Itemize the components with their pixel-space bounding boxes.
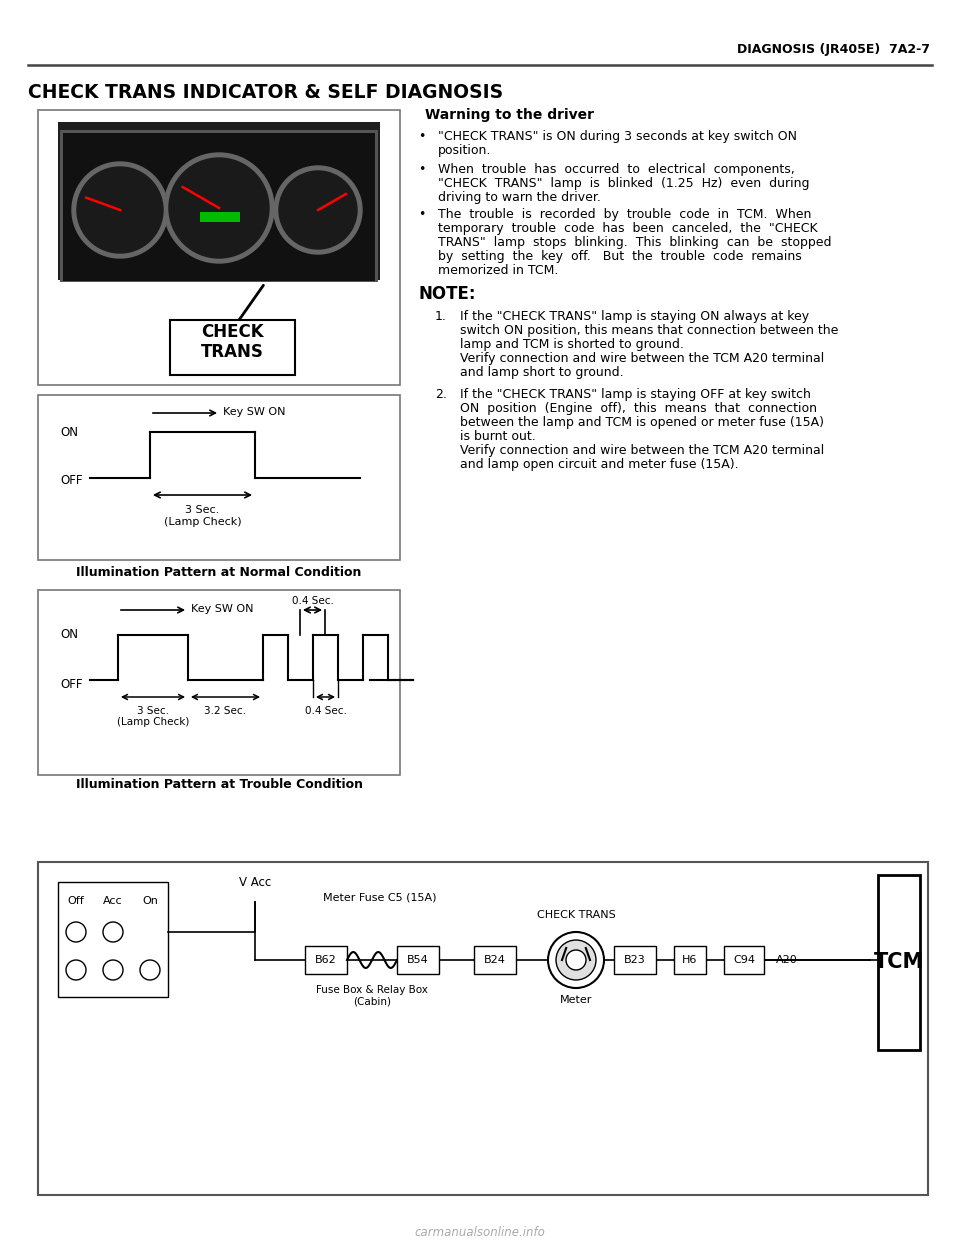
Text: between the lamp and TCM is opened or meter fuse (15A): between the lamp and TCM is opened or me… [460, 416, 824, 428]
Bar [200, 212, 240, 222]
Text: •: • [418, 207, 425, 221]
Text: switch ON position, this means that connection between the: switch ON position, this means that conn… [460, 324, 838, 337]
Bar [724, 946, 764, 974]
Circle shape [103, 960, 123, 980]
Text: CHECK
TRANS: CHECK TRANS [201, 323, 263, 361]
Bar [58, 122, 380, 279]
Text: TCM: TCM [874, 953, 924, 972]
Text: Key SW ON: Key SW ON [191, 604, 253, 614]
Bar [474, 946, 516, 974]
Text: lamp and TCM is shorted to ground.: lamp and TCM is shorted to ground. [460, 338, 684, 351]
Text: 3 Sec.: 3 Sec. [137, 705, 169, 715]
Text: Off: Off [67, 895, 84, 905]
Text: "CHECK TRANS" is ON during 3 seconds at key switch ON: "CHECK TRANS" is ON during 3 seconds at … [438, 130, 797, 143]
Bar [305, 946, 347, 974]
Text: OFF: OFF [60, 678, 83, 692]
Text: •: • [418, 163, 425, 176]
Circle shape [279, 171, 357, 248]
Text: CHECK TRANS INDICATOR & SELF DIAGNOSIS: CHECK TRANS INDICATOR & SELF DIAGNOSIS [28, 82, 503, 102]
Text: OFF: OFF [60, 473, 83, 487]
Bar [674, 946, 706, 974]
Text: If the "CHECK TRANS" lamp is staying ON always at key: If the "CHECK TRANS" lamp is staying ON … [460, 310, 809, 323]
Text: 0.4 Sec.: 0.4 Sec. [304, 705, 347, 715]
Text: temporary  trouble  code  has  been  canceled,  the  "CHECK: temporary trouble code has been canceled… [438, 222, 818, 235]
Text: If the "CHECK TRANS" lamp is staying OFF at key switch: If the "CHECK TRANS" lamp is staying OFF… [460, 388, 811, 401]
Text: by  setting  the  key  off.   But  the  trouble  code  remains: by setting the key off. But the trouble … [438, 250, 802, 263]
Text: position.: position. [438, 144, 492, 156]
Bar [60, 130, 378, 282]
Circle shape [566, 950, 586, 970]
Bar [38, 862, 928, 1195]
Bar [38, 111, 400, 385]
Text: •: • [418, 130, 425, 143]
Bar [38, 395, 400, 560]
Bar [397, 946, 439, 974]
Text: A20: A20 [776, 955, 798, 965]
Text: V Acc: V Acc [239, 876, 271, 889]
Bar [58, 882, 168, 997]
Text: The  trouble  is  recorded  by  trouble  code  in  TCM.  When: The trouble is recorded by trouble code … [438, 207, 811, 221]
Text: TRANS"  lamp  stops  blinking.  This  blinking  can  be  stopped: TRANS" lamp stops blinking. This blinkin… [438, 236, 831, 248]
Text: and lamp open circuit and meter fuse (15A).: and lamp open circuit and meter fuse (15… [460, 458, 738, 471]
Text: Meter Fuse C5 (15A): Meter Fuse C5 (15A) [324, 893, 437, 903]
Text: driving to warn the driver.: driving to warn the driver. [438, 191, 601, 204]
Text: 1.: 1. [435, 310, 446, 323]
Bar [878, 876, 920, 1049]
Text: ON: ON [60, 628, 78, 642]
Text: (Lamp Check): (Lamp Check) [164, 517, 241, 527]
Circle shape [77, 166, 163, 253]
Text: B24: B24 [484, 955, 506, 965]
Text: On: On [142, 895, 158, 905]
Text: CHECK TRANS: CHECK TRANS [537, 910, 615, 920]
Circle shape [140, 960, 160, 980]
Text: Meter: Meter [560, 995, 592, 1005]
Text: H6: H6 [683, 955, 698, 965]
Text: Illumination Pattern at Normal Condition: Illumination Pattern at Normal Condition [76, 565, 362, 579]
Bar [170, 320, 295, 375]
Text: 2.: 2. [435, 388, 446, 401]
Text: and lamp short to ground.: and lamp short to ground. [460, 366, 624, 379]
Bar [63, 133, 375, 281]
Text: "CHECK  TRANS"  lamp  is  blinked  (1.25  Hz)  even  during: "CHECK TRANS" lamp is blinked (1.25 Hz) … [438, 178, 809, 190]
Text: (Lamp Check): (Lamp Check) [117, 717, 189, 727]
Text: C94: C94 [733, 955, 755, 965]
Text: ON  position  (Engine  off),  this  means  that  connection: ON position (Engine off), this means tha… [460, 402, 817, 415]
Text: ON: ON [60, 426, 78, 438]
Text: DIAGNOSIS (JR405E)  7A2-7: DIAGNOSIS (JR405E) 7A2-7 [737, 43, 930, 56]
Text: B23: B23 [624, 955, 646, 965]
Text: is burnt out.: is burnt out. [460, 430, 536, 443]
Text: B54: B54 [407, 955, 429, 965]
Text: Key SW ON: Key SW ON [223, 407, 285, 417]
Circle shape [548, 932, 604, 987]
Text: memorized in TCM.: memorized in TCM. [438, 265, 559, 277]
Text: Fuse Box & Relay Box: Fuse Box & Relay Box [316, 985, 428, 995]
Text: Illumination Pattern at Trouble Condition: Illumination Pattern at Trouble Conditio… [76, 779, 363, 791]
Text: B62: B62 [315, 955, 337, 965]
Circle shape [72, 161, 168, 258]
Bar [38, 590, 400, 775]
Circle shape [66, 922, 86, 941]
Text: 3 Sec.: 3 Sec. [185, 505, 220, 515]
Circle shape [66, 960, 86, 980]
Circle shape [556, 940, 596, 980]
Circle shape [164, 153, 274, 263]
Text: (Cabin): (Cabin) [353, 997, 391, 1007]
Circle shape [103, 922, 123, 941]
Text: carmanualsonline.info: carmanualsonline.info [415, 1226, 545, 1238]
Text: Acc: Acc [103, 895, 123, 905]
Circle shape [274, 166, 362, 255]
Text: Verify connection and wire between the TCM A20 terminal: Verify connection and wire between the T… [460, 443, 825, 457]
Text: NOTE:: NOTE: [418, 284, 475, 303]
Text: When  trouble  has  occurred  to  electrical  components,: When trouble has occurred to electrical … [438, 163, 795, 176]
Circle shape [169, 158, 269, 258]
Text: 0.4 Sec.: 0.4 Sec. [292, 596, 333, 606]
Text: 3.2 Sec.: 3.2 Sec. [204, 705, 247, 715]
Text: Verify connection and wire between the TCM A20 terminal: Verify connection and wire between the T… [460, 351, 825, 365]
Text: Warning to the driver: Warning to the driver [425, 108, 594, 122]
Bar [614, 946, 656, 974]
